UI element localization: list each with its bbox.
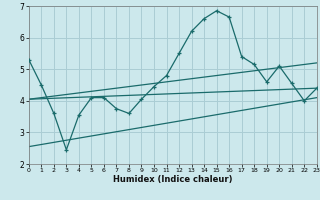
X-axis label: Humidex (Indice chaleur): Humidex (Indice chaleur) bbox=[113, 175, 233, 184]
